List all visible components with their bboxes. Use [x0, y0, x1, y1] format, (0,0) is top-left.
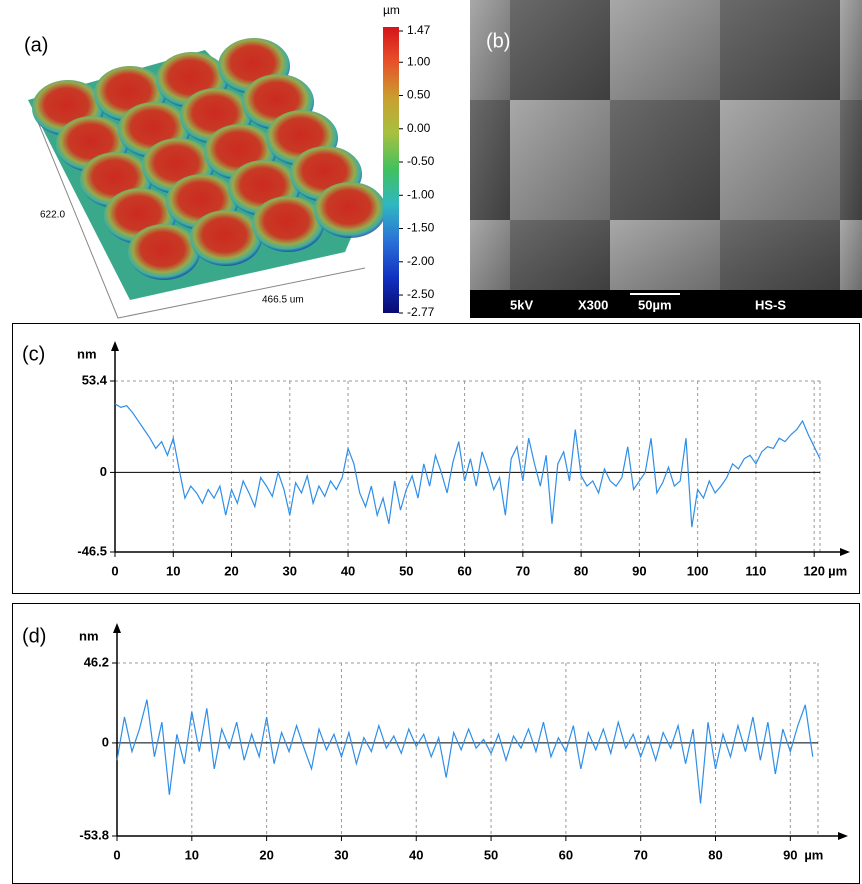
colorbar-tick-label: -2.00 [407, 254, 435, 268]
colorbar-tick-label: -1.00 [407, 187, 435, 201]
x-axis-arrow [838, 832, 848, 840]
colorbar-tick-label: 0.00 [407, 121, 431, 135]
surface-3d [28, 38, 386, 319]
x-unit: µm [804, 847, 823, 862]
x-axis-arrow [840, 548, 850, 556]
colorbar-tick-label: 1.47 [407, 23, 431, 37]
x-tick-label: 70 [516, 563, 530, 578]
dome [252, 196, 324, 252]
x-tick-label: 40 [409, 847, 423, 862]
y-tick-label: 0 [100, 464, 107, 479]
x-tick-label: 30 [283, 563, 297, 578]
x-tick-label: 120 [803, 563, 825, 578]
y-tick-label: -46.5 [77, 543, 107, 558]
sem-info: 50µm [638, 297, 672, 312]
sem-info: HS-S [755, 297, 786, 312]
panel-label: (c) [22, 343, 45, 365]
x-tick-label: 50 [399, 563, 413, 578]
x-unit: µm [828, 563, 847, 578]
y-tick-label: -53.8 [79, 827, 109, 842]
dome [190, 210, 262, 266]
axis-label: 466.5 um [262, 295, 304, 306]
sem-info: X300 [578, 297, 608, 312]
x-tick-label: 110 [745, 563, 766, 578]
dome [128, 224, 200, 280]
x-tick-label: 90 [632, 563, 646, 578]
x-tick-label: 90 [783, 847, 797, 862]
x-tick-label: 50 [484, 847, 498, 862]
x-tick-label: 20 [259, 847, 273, 862]
profile-line [116, 699, 814, 804]
x-tick-label: 20 [224, 563, 238, 578]
profile-line [114, 403, 821, 528]
x-tick-label: 30 [334, 847, 348, 862]
sem-image [470, 0, 862, 318]
colorbar [383, 27, 399, 313]
dome [314, 182, 386, 238]
colorbar-tick-label: -1.50 [407, 221, 435, 235]
colorbar-tick-label: -0.50 [407, 154, 435, 168]
x-tick-label: 0 [111, 563, 118, 578]
x-tick-label: 80 [574, 563, 588, 578]
y-axis-arrow [111, 341, 119, 351]
x-tick-label: 60 [457, 563, 471, 578]
y-axis-arrow [113, 623, 121, 633]
x-tick-label: 60 [559, 847, 573, 862]
x-tick-label: 10 [166, 563, 180, 578]
axis-label: 622.0 [40, 210, 65, 221]
colorbar-tick-label: 0.50 [407, 88, 431, 102]
colorbar-tick-label: -2.77 [407, 305, 435, 319]
panel-frame [12, 323, 860, 594]
panel-label: (d) [22, 625, 46, 647]
y-tick-label: 0 [102, 734, 109, 749]
colorbar-tick-label: 1.00 [407, 54, 431, 68]
colorbar-unit: µm [383, 3, 400, 17]
x-tick-label: 0 [113, 847, 120, 862]
x-tick-label: 10 [185, 847, 199, 862]
x-tick-label: 100 [687, 563, 709, 578]
y-tick-label: 46.2 [84, 654, 109, 669]
sem-info: 5kV [510, 297, 533, 312]
panel-label: (a) [24, 34, 48, 56]
x-tick-label: 80 [708, 847, 722, 862]
y-unit: nm [77, 346, 97, 361]
y-tick-label: 53.4 [82, 372, 108, 387]
y-unit: nm [79, 628, 99, 643]
colorbar-tick-label: -2.50 [407, 287, 435, 301]
x-tick-label: 70 [633, 847, 647, 862]
panel-label: (b) [486, 30, 510, 52]
x-tick-label: 40 [341, 563, 355, 578]
